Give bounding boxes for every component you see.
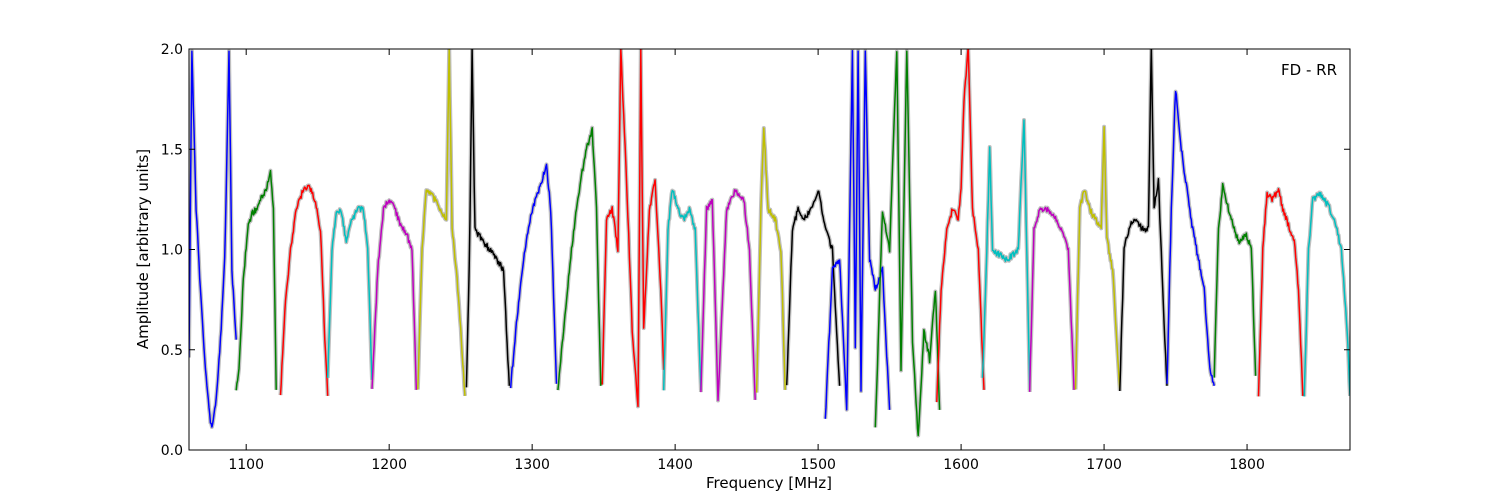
spectrum-series-line [1028, 206, 1075, 392]
spectrum-series-line [700, 189, 756, 402]
spectrum-series-line [557, 126, 602, 391]
y-tick-label: 1.0 [161, 243, 183, 259]
spectrum-series-line [936, 49, 985, 403]
x-tick-label: 1800 [1229, 457, 1265, 473]
spectrum-series-line [1303, 191, 1350, 397]
spectrum-series-line [601, 49, 665, 408]
spectrum-series-line [1213, 182, 1257, 378]
x-tick-label: 1100 [228, 457, 264, 473]
x-tick-label: 1400 [657, 457, 693, 473]
spectrum-series-line [371, 199, 418, 390]
spectrum-series-line [189, 50, 237, 428]
y-tick-label: 0.0 [161, 443, 183, 459]
spectrum-series-line [755, 127, 786, 393]
spectrum-series-line [235, 169, 277, 391]
spectrum-series-line [981, 119, 1031, 390]
spectrum-series-line [326, 205, 373, 380]
spectrum-series-line [509, 163, 558, 389]
x-tick-label: 1300 [514, 457, 550, 473]
x-tick-label: 1600 [943, 457, 979, 473]
spectrum-series-line [1166, 90, 1215, 386]
y-tick-label: 1.5 [161, 142, 183, 158]
x-axis-label: Frequency [MHz] [706, 474, 832, 492]
spectrum-series-line [785, 190, 841, 386]
spectrum-series-line [1074, 126, 1121, 390]
y-tick-label: 0.5 [161, 343, 183, 359]
x-tick-label: 1700 [1086, 457, 1122, 473]
spectrum-series-line [1257, 188, 1304, 397]
spectrum-series-line [465, 49, 511, 388]
spectrum-series-line [824, 50, 891, 419]
chart-annotation: FD - RR [1281, 61, 1337, 79]
spectrum-series-line [279, 184, 329, 396]
spectrum-series-line [874, 50, 941, 437]
y-axis-label: Amplitude [arbitrary units] [134, 149, 152, 349]
x-axis: 1100 1200 1300 1400 1500 1600 1700 1800 [228, 49, 1265, 473]
spectrum-series-line [662, 189, 702, 391]
series-layer [189, 49, 1350, 437]
x-tick-label: 1500 [800, 457, 836, 473]
x-tick-label: 1200 [371, 457, 407, 473]
spectrum-series-line [417, 49, 466, 396]
y-tick-label: 2.0 [161, 42, 183, 58]
y-axis: 0.0 0.5 1.0 1.5 2.0 [161, 42, 1350, 459]
plot-area [189, 49, 1350, 450]
spectrum-series-line [1119, 49, 1168, 392]
